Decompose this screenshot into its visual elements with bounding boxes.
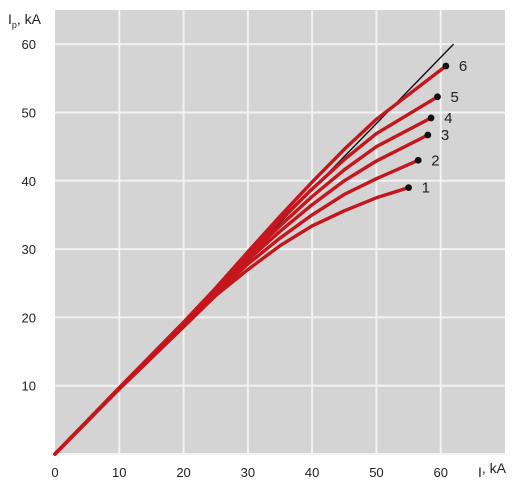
y-tick-label: 40 (22, 174, 36, 189)
x-tick-label: 0 (51, 465, 58, 480)
y-tick-label: 50 (22, 105, 36, 120)
x-tick-label: 20 (176, 465, 190, 480)
series-end-marker-2 (414, 156, 422, 164)
series-label-3: 3 (441, 127, 449, 144)
series-line-6 (53, 64, 448, 456)
x-axis-label: I, kA (478, 460, 507, 480)
series-end-marker-6 (442, 62, 450, 70)
series-label-2: 2 (431, 152, 439, 169)
series-label-6: 6 (459, 58, 467, 75)
grid-lines (55, 10, 505, 455)
x-tick-label: 40 (305, 465, 319, 480)
y-tick-label: 60 (22, 37, 36, 52)
x-tick-label: 10 (112, 465, 126, 480)
series-end-marker-1 (405, 184, 412, 192)
y-axis-label: Ip, kA (8, 11, 42, 30)
y-tick-label: 10 (22, 379, 36, 394)
series-label-1: 1 (422, 180, 430, 197)
series-label-5: 5 (451, 89, 459, 106)
series-end-marker-3 (424, 131, 432, 139)
y-tick-label: 20 (22, 310, 36, 325)
series-end-marker-4 (427, 114, 435, 122)
y-tick-label: 30 (22, 242, 36, 257)
series-end-marker-5 (434, 93, 441, 101)
x-tick-label: 50 (369, 465, 383, 480)
x-tick-label: 60 (433, 465, 447, 480)
y-tick-labels: 10 20 30 40 50 60 (22, 37, 36, 394)
x-tick-label: 30 (241, 465, 255, 480)
x-tick-labels: 0 10 20 30 40 50 60 (51, 465, 448, 480)
series-label-4: 4 (444, 110, 452, 127)
